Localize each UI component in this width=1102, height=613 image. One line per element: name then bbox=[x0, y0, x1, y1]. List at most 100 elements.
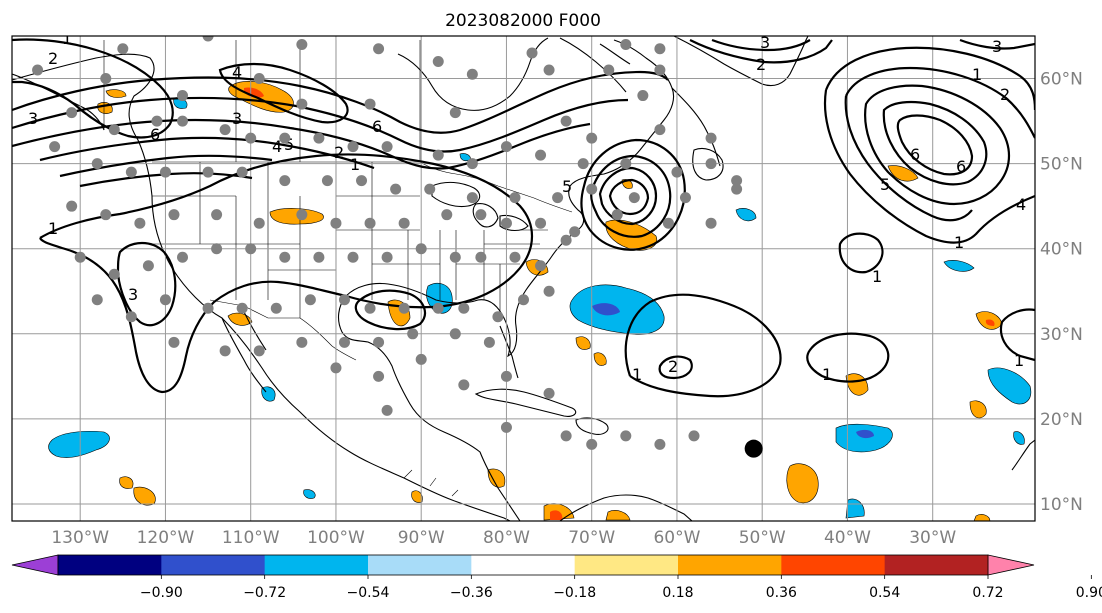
contour-line-1 bbox=[999, 308, 1035, 362]
anomaly-patch-positive bbox=[605, 219, 658, 251]
longitude-tick-label: 50°W bbox=[739, 528, 786, 548]
station-dot bbox=[535, 217, 547, 229]
longitude-tick-label: 110°W bbox=[222, 528, 280, 548]
anomaly-patch-positive bbox=[105, 89, 127, 98]
coastline-newfoundland bbox=[692, 147, 724, 181]
station-dot bbox=[466, 68, 478, 80]
station-dot bbox=[364, 302, 376, 314]
contour-line-1 bbox=[689, 39, 833, 64]
anomaly-patch-positive bbox=[575, 336, 591, 350]
colorbar-tick-label: −0.36 bbox=[450, 585, 493, 601]
station-dot bbox=[347, 141, 359, 153]
contour-label: 1 bbox=[48, 219, 58, 238]
station-dot bbox=[356, 175, 368, 187]
station-dot bbox=[432, 56, 444, 68]
station-dot bbox=[49, 141, 61, 153]
contour-line-4 bbox=[218, 62, 349, 124]
contour-line-2 bbox=[354, 289, 427, 331]
station-dot bbox=[705, 158, 717, 170]
anomaly-patch-positive bbox=[487, 468, 506, 488]
contour-label: 1 bbox=[872, 267, 882, 286]
latitude-tick-label: 60°N bbox=[1040, 70, 1083, 90]
station-dot bbox=[449, 328, 461, 340]
contour-line-3 bbox=[12, 118, 591, 170]
station-dot bbox=[611, 209, 623, 221]
station-dot bbox=[219, 345, 231, 357]
colorbar-tick-label: 0.72 bbox=[972, 585, 1003, 601]
station-dot bbox=[100, 209, 112, 221]
station-dot bbox=[731, 183, 743, 195]
anomaly-patch-negative bbox=[1013, 431, 1025, 445]
contour-label: 4 bbox=[232, 63, 242, 82]
contour-label: 6 bbox=[910, 145, 920, 164]
anomaly-patch-negative bbox=[835, 423, 893, 453]
station-dot bbox=[236, 166, 248, 178]
station-dot bbox=[449, 107, 461, 119]
station-dot bbox=[134, 217, 146, 229]
contour-label: 2 bbox=[334, 143, 344, 162]
station-dot bbox=[560, 430, 572, 442]
colorbar-under-triangle bbox=[11, 554, 59, 576]
station-dot bbox=[500, 370, 512, 382]
contour-label: 2 bbox=[668, 357, 678, 376]
coastline-hudson-bay bbox=[397, 37, 549, 111]
latitude-tick-label: 40°N bbox=[1040, 240, 1083, 260]
anomaly-patch-positive bbox=[411, 490, 423, 503]
coastline-great-lakes bbox=[431, 181, 529, 232]
longitude-tick-label: 100°W bbox=[307, 528, 365, 548]
station-dot bbox=[577, 158, 589, 170]
contour-label: 1 bbox=[822, 365, 832, 384]
anomaly-patch-strong-negative bbox=[856, 429, 874, 439]
chart-title: 2023082000 F000 bbox=[445, 11, 601, 31]
station-dot bbox=[424, 183, 436, 195]
station-dot bbox=[253, 217, 265, 229]
station-dot bbox=[245, 243, 257, 255]
station-dot bbox=[296, 39, 308, 51]
station-dot bbox=[432, 149, 444, 161]
contour-layer bbox=[12, 38, 1035, 398]
station-dot bbox=[364, 98, 376, 110]
station-dot bbox=[202, 302, 214, 314]
station-dot bbox=[518, 294, 529, 306]
coastline-africa-edge bbox=[1011, 439, 1035, 471]
contour-label: 2 bbox=[48, 49, 58, 68]
contour-label: 1 bbox=[954, 233, 964, 252]
station-dot bbox=[270, 302, 282, 314]
station-dot bbox=[654, 64, 666, 76]
coastline-baffin bbox=[559, 37, 631, 93]
station-dot bbox=[151, 115, 163, 127]
station-dot bbox=[177, 115, 188, 127]
station-dot bbox=[296, 336, 308, 348]
latitude-tick-label: 50°N bbox=[1040, 155, 1083, 175]
station-dot bbox=[398, 302, 410, 314]
station-dot bbox=[432, 302, 444, 314]
station-dot bbox=[398, 217, 410, 229]
station-dot bbox=[142, 260, 154, 272]
longitude-tick-label: 60°W bbox=[653, 528, 700, 548]
station-dot bbox=[211, 243, 223, 255]
station-dot bbox=[654, 438, 666, 450]
colorbar-segment bbox=[678, 555, 782, 575]
station-dot bbox=[500, 217, 512, 229]
station-dot bbox=[662, 217, 674, 229]
station-dot bbox=[373, 336, 385, 348]
station-dot bbox=[330, 362, 342, 374]
contour-line-1 bbox=[806, 332, 890, 383]
station-dot bbox=[603, 64, 615, 76]
longitude-tick-label: 30°W bbox=[909, 528, 956, 548]
station-dot bbox=[466, 158, 478, 170]
station-dot bbox=[236, 302, 248, 314]
colorbar-tick-label: −0.72 bbox=[243, 585, 286, 601]
latitude-tick-label: 20°N bbox=[1040, 410, 1083, 430]
station-dot bbox=[381, 251, 393, 263]
contour-label: 6 bbox=[372, 117, 382, 136]
contour-label: 4 bbox=[272, 137, 282, 156]
border-states-east bbox=[455, 229, 548, 318]
contour-line-3 bbox=[864, 84, 1011, 206]
contour-label: 3 bbox=[992, 37, 1002, 56]
anomaly-patch-negative bbox=[735, 208, 757, 222]
station-dot bbox=[219, 124, 231, 136]
station-dot bbox=[390, 183, 402, 195]
station-dot bbox=[654, 43, 666, 55]
